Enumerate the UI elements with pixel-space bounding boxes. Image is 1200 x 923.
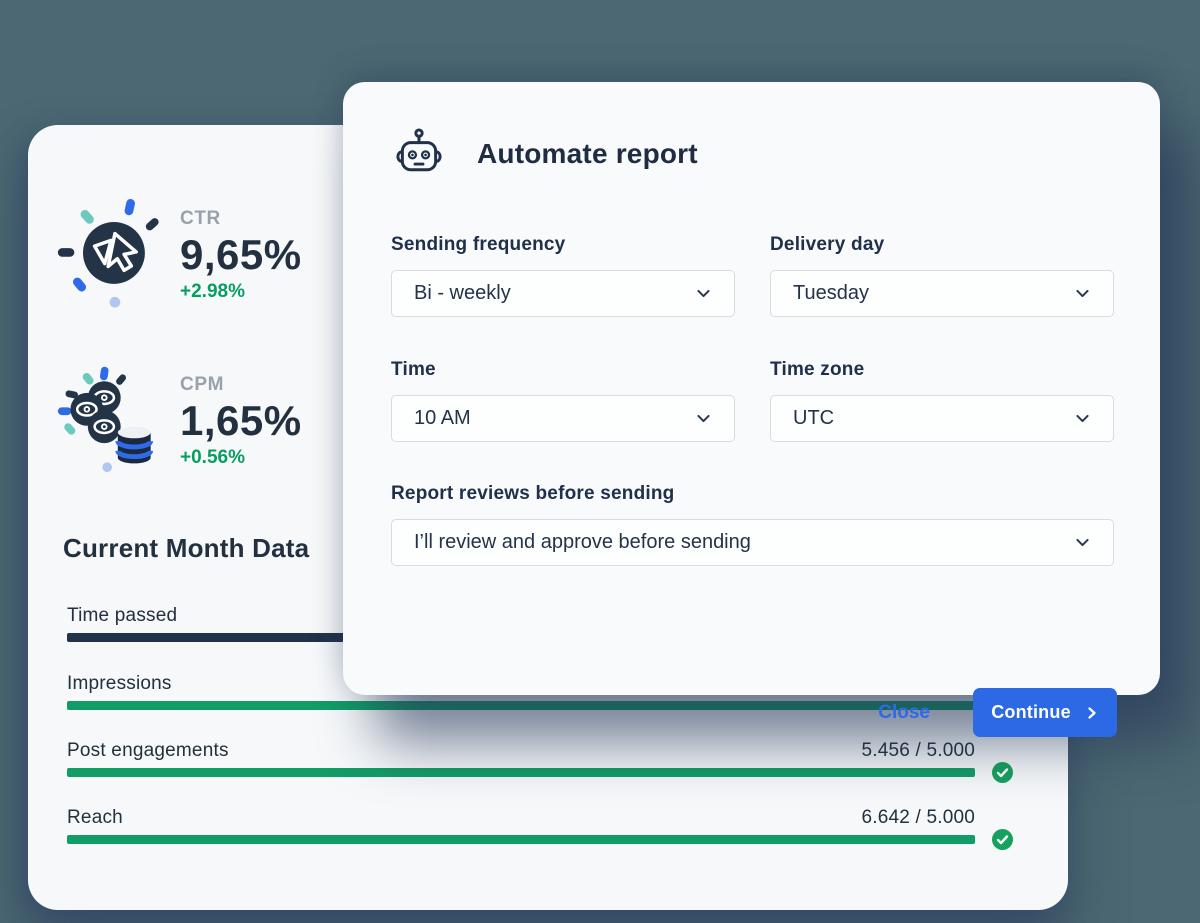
chevron-down-icon xyxy=(697,289,710,298)
metric-label: CPM xyxy=(180,373,225,395)
continue-button-label: Continue xyxy=(991,702,1071,722)
field-report-reviews: Report reviews before sending I’ll revie… xyxy=(391,483,1114,566)
progress-value: 6.642 / 5.000 xyxy=(861,807,975,828)
progress-row-head: Time passed xyxy=(67,605,975,627)
automate-report-modal: Automate report Sending frequency Bi - w… xyxy=(343,82,1160,737)
field-time-zone: Time zone UTC xyxy=(770,359,1114,442)
progress-bar xyxy=(67,768,975,777)
metric-ctr-text: CTR 9,65% +2.98% xyxy=(180,200,302,303)
cursor-click-icon xyxy=(57,198,159,308)
chevron-down-icon xyxy=(1076,538,1089,547)
continue-button[interactable]: Continue xyxy=(973,688,1117,737)
field-label: Sending frequency xyxy=(391,234,566,255)
metric-value: 9,65% xyxy=(180,230,302,278)
close-button[interactable]: Close xyxy=(878,701,930,723)
progress-row-head: Reach 6.642 / 5.000 xyxy=(67,807,975,829)
field-delivery-day: Delivery day Tuesday xyxy=(770,234,1114,317)
automate-report-form: Sending frequency Bi - weekly Delivery d… xyxy=(391,234,1114,566)
field-sending-frequency: Sending frequency Bi - weekly xyxy=(391,234,735,317)
field-time: Time 10 AM xyxy=(391,359,735,442)
arrow-right-icon xyxy=(1088,706,1096,719)
progress-label: Impressions xyxy=(67,673,172,694)
section-title: Current Month Data xyxy=(63,533,310,563)
metric-value: 1,65% xyxy=(180,396,302,444)
progress-bar xyxy=(67,701,975,710)
metric-delta: +0.56% xyxy=(180,446,245,468)
progress-label: Time passed xyxy=(67,605,178,626)
progress-row-head: Impressions xyxy=(67,673,975,695)
select-value: I’ll review and approve before sending xyxy=(414,531,751,553)
select-value: Bi - weekly xyxy=(414,282,511,304)
progress-row-post-engagements: Post engagements 5.456 / 5.000 xyxy=(67,740,1013,783)
select-value: 10 AM xyxy=(414,407,471,429)
time-zone-select[interactable]: UTC xyxy=(770,395,1114,442)
field-label: Time zone xyxy=(770,359,865,380)
progress-value: 5.456 / 5.000 xyxy=(861,740,975,761)
metric-cpm: CPM 1,65% +0.56% xyxy=(54,359,302,475)
metric-delta: +2.98% xyxy=(180,280,245,302)
metric-cpm-text: CPM 1,65% +0.56% xyxy=(180,366,302,469)
check-circle-icon xyxy=(992,762,1013,783)
progress-row-reach: Reach 6.642 / 5.000 xyxy=(67,807,1013,850)
robot-icon xyxy=(396,128,442,172)
chevron-down-icon xyxy=(1076,289,1089,298)
report-reviews-select[interactable]: I’ll review and approve before sending xyxy=(391,519,1114,566)
field-label: Delivery day xyxy=(770,234,885,255)
delivery-day-select[interactable]: Tuesday xyxy=(770,270,1114,317)
field-label: Time xyxy=(391,359,436,380)
progress-bar xyxy=(67,835,975,844)
chevron-down-icon xyxy=(1076,414,1089,423)
select-value: UTC xyxy=(793,407,835,429)
eyes-database-icon xyxy=(57,366,154,473)
progress-label: Post engagements xyxy=(67,740,229,761)
field-label: Report reviews before sending xyxy=(391,483,675,504)
progress-label: Reach xyxy=(67,807,123,828)
sending-frequency-select[interactable]: Bi - weekly xyxy=(391,270,735,317)
modal-footer: Close Continue xyxy=(878,688,1117,737)
metric-label: CTR xyxy=(180,207,221,229)
metric-ctr: CTR 9,65% +2.98% xyxy=(54,193,302,309)
chevron-down-icon xyxy=(697,414,710,423)
modal-title: Automate report xyxy=(477,138,698,169)
progress-row-head: Post engagements 5.456 / 5.000 xyxy=(67,740,975,762)
time-select[interactable]: 10 AM xyxy=(391,395,735,442)
modal-header: Automate report xyxy=(391,126,698,182)
select-value: Tuesday xyxy=(793,282,869,304)
check-circle-icon xyxy=(992,829,1013,850)
